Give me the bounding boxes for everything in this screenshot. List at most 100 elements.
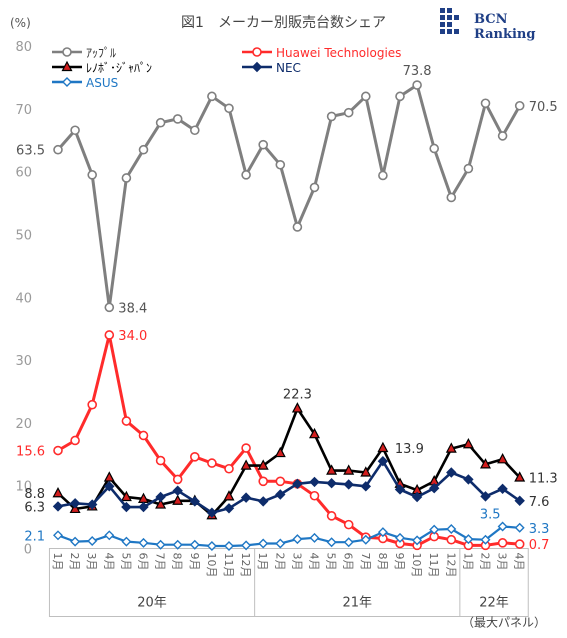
- data-label: 2.1: [24, 529, 45, 544]
- data-point: [121, 536, 132, 547]
- x-tick-label: 5月: [325, 553, 338, 571]
- data-label: 13.9: [395, 442, 424, 457]
- legend-marker: [62, 77, 72, 87]
- legend-marker: [61, 60, 73, 72]
- data-point: [429, 524, 440, 535]
- data-point: [480, 534, 491, 545]
- data-point: [480, 458, 491, 469]
- data-point: [514, 100, 525, 111]
- data-point: [155, 117, 166, 128]
- x-tick-label: 12月: [444, 553, 457, 578]
- x-tick-label: 2月: [68, 553, 81, 571]
- data-point: [121, 416, 132, 426]
- data-point: [446, 524, 457, 535]
- y-tick-label: 10: [15, 480, 32, 495]
- data-point: [138, 501, 149, 513]
- data-point: [53, 445, 63, 456]
- data-point: [240, 492, 252, 503]
- data-point: [189, 496, 201, 507]
- data-point: [326, 111, 337, 122]
- y-tick-label: 50: [15, 229, 32, 244]
- data-point: [480, 491, 491, 502]
- x-tick-label: 4月: [102, 553, 115, 571]
- x-tick-label: 3月: [290, 553, 303, 571]
- data-point: [258, 139, 269, 150]
- data-label: 34.0: [118, 329, 147, 344]
- data-point: [497, 483, 508, 495]
- data-point: [172, 114, 183, 124]
- data-point: [190, 125, 200, 136]
- data-point: [120, 490, 132, 502]
- y-tick-label: 30: [15, 354, 32, 369]
- data-point: [104, 330, 115, 340]
- data-point: [223, 490, 235, 501]
- data-point: [138, 537, 149, 548]
- data-point: [275, 489, 286, 500]
- data-point: [343, 537, 354, 548]
- x-tick-label: 11月: [427, 553, 440, 578]
- year-label: 20年: [137, 596, 167, 611]
- x-tick-label: 10月: [205, 553, 218, 578]
- x-tick-label: 6月: [137, 553, 150, 571]
- data-point: [275, 476, 286, 487]
- data-point: [87, 399, 97, 410]
- x-tick-label: 1月: [51, 553, 64, 571]
- data-point: [138, 144, 149, 155]
- data-point: [343, 464, 355, 475]
- series-line: [57, 525, 520, 548]
- data-point: [70, 536, 81, 547]
- data-point: [172, 474, 183, 485]
- data-point: [291, 402, 303, 413]
- x-tick-label: 11月: [222, 553, 235, 578]
- x-tick-label: 6月: [342, 553, 355, 571]
- data-point: [378, 170, 388, 181]
- data-point: [155, 491, 166, 503]
- series-line: [57, 333, 520, 547]
- data-point: [395, 91, 405, 102]
- data-point: [206, 540, 217, 551]
- data-point: [360, 534, 371, 545]
- x-tick-label: 2月: [479, 553, 492, 571]
- legend-label: Huawei Technologies: [276, 46, 401, 60]
- year-note: （最大パネル）: [462, 616, 546, 630]
- data-label: 70.5: [529, 100, 558, 115]
- data-point: [241, 170, 251, 180]
- data-point: [428, 483, 440, 494]
- data-point: [87, 170, 97, 180]
- data-point: [360, 91, 371, 102]
- year-label: 21年: [342, 596, 372, 611]
- x-tick-label: 1月: [461, 553, 474, 571]
- data-point: [309, 182, 320, 193]
- data-label: 11.3: [529, 472, 558, 487]
- data-point: [172, 539, 183, 550]
- data-point: [412, 80, 422, 90]
- x-tick-label: 4月: [513, 553, 526, 571]
- data-point: [155, 539, 166, 550]
- data-point: [223, 503, 235, 514]
- data-point: [70, 125, 80, 136]
- legend-label: ASUS: [86, 76, 118, 90]
- data-label: 15.6: [16, 445, 45, 460]
- data-point: [497, 538, 508, 548]
- data-point: [172, 494, 184, 505]
- data-point: [445, 442, 457, 453]
- x-tick-label: 2月: [273, 553, 286, 571]
- data-label: 7.6: [529, 495, 550, 510]
- y-tick-label: 40: [15, 291, 32, 306]
- x-tick-label: 7月: [154, 553, 167, 571]
- legend-label: ｱｯﾌﾟﾙ: [86, 46, 116, 60]
- data-point: [292, 222, 303, 232]
- data-point: [411, 491, 423, 503]
- data-point: [446, 192, 457, 203]
- y-tick-label: 80: [15, 40, 32, 55]
- x-tick-label: 7月: [359, 553, 372, 571]
- data-point: [412, 535, 423, 546]
- data-point: [360, 466, 372, 477]
- series-line: [57, 407, 521, 517]
- data-point: [104, 302, 115, 313]
- data-point: [86, 499, 98, 510]
- data-point: [292, 534, 303, 545]
- x-tick-label: 8月: [376, 553, 389, 571]
- y-tick-label: 0: [24, 543, 32, 558]
